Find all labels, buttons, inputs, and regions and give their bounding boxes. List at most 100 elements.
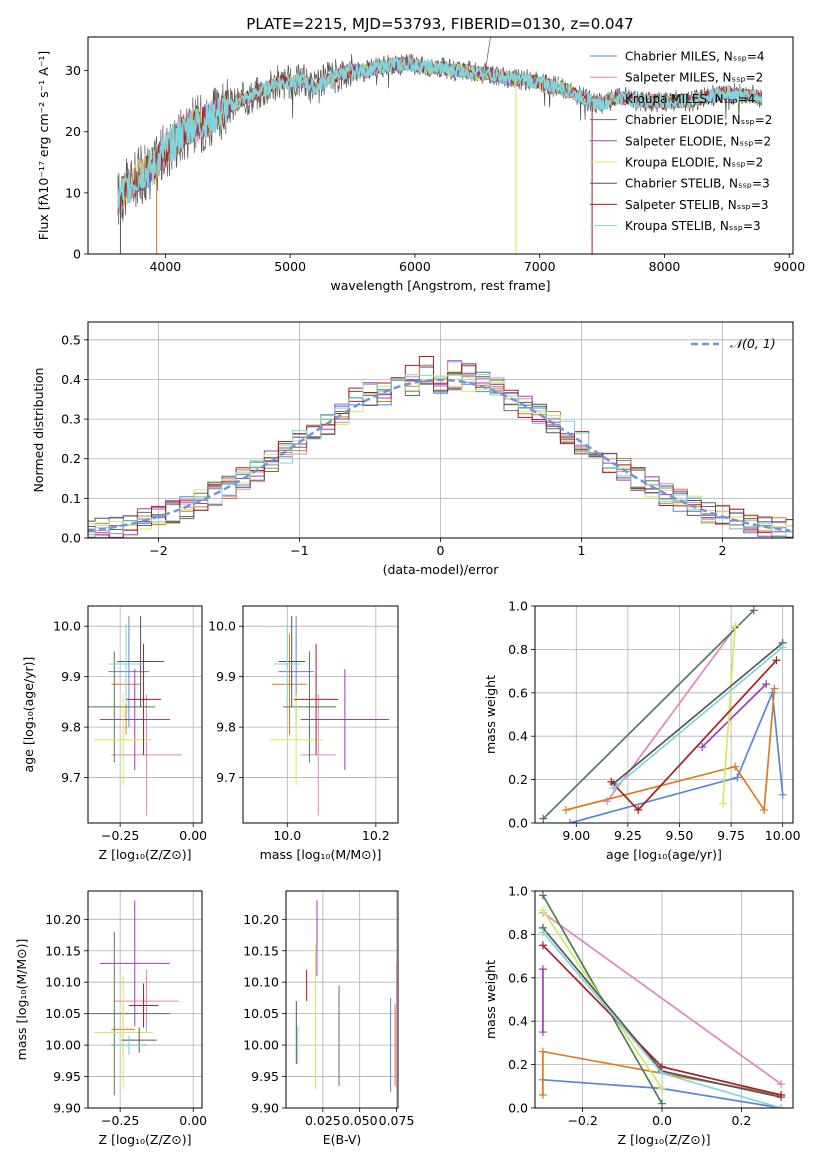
mass_weight_vs_age-panel: 9.00 9.25 9.50 9.75 10.00 0.0 0.2 0.4 0.6 0.8 1.0 a… — [483, 599, 801, 863]
weight-marker-salpeter_miles — [777, 1080, 786, 1089]
y-tick-label: 1.0 — [508, 599, 528, 614]
age_vs_mass-frame — [242, 605, 399, 824]
y-tick-label: 0.0 — [508, 816, 528, 831]
y-tick-label: 20 — [65, 124, 81, 139]
residuals-plot-area — [88, 356, 793, 538]
x-tick-label: −0.25 — [101, 1113, 139, 1128]
y-tick-label: 10.20 — [45, 912, 81, 927]
x-tick-label: 2 — [719, 543, 727, 558]
spectrum-line-kroupa_stelib — [117, 55, 763, 209]
y-tick-label: 0.4 — [508, 729, 528, 744]
mass_weight_vs_Z-panel: −0.2 0.0 0.2 0.0 0.2 0.4 0.6 0.8 1.0 Z [log₁₀(Z/Z… — [483, 884, 794, 1147]
weight-marker-kroupa_elodie — [538, 906, 547, 915]
weight-marker-kroupa_elodie — [658, 1084, 667, 1093]
y-tick-label: 9.7 — [61, 770, 81, 785]
mass_vs_EBV-x-axis-label: E(B-V) — [323, 1132, 362, 1147]
y-tick-label: 0.3 — [61, 412, 81, 427]
y-tick-label: 9.7 — [216, 770, 236, 785]
x-tick-label: 10.0 — [273, 828, 301, 843]
mass_weight_vs_age-y-axis-label: mass weight — [483, 675, 498, 754]
x-tick-label: 0.025 — [305, 1113, 341, 1128]
x-tick-label: 10.2 — [362, 828, 390, 843]
y-tick-label: 0.6 — [508, 685, 528, 700]
mass_weight_vs_Z-plot-area — [538, 891, 786, 1108]
histogram-salpeter_elodie — [88, 372, 793, 537]
mass_weight_vs_Z-x-axis-label: Z [log₁₀(Z/Z⊙)] — [618, 1132, 711, 1147]
x-tick-label: 9.50 — [666, 828, 694, 843]
y-tick-label: 0.0 — [508, 1101, 528, 1116]
y-tick-label: 9.90 — [53, 1101, 81, 1116]
legend-label-salpeter_stelib: Salpeter STELIB, Nₛₛₚ=3 — [625, 198, 769, 212]
y-tick-label: 10.00 — [243, 1038, 279, 1053]
x-tick-label: 9.25 — [614, 828, 642, 843]
histogram-chabrier_elodie — [88, 371, 793, 538]
y-tick-label: 10.00 — [45, 1038, 81, 1053]
y-tick-label: 1.0 — [508, 884, 528, 899]
weight-marker-kroupa_miles — [731, 762, 740, 771]
age_vs_Z-x-axis-label: Z [log₁₀(Z/Z⊙)] — [99, 847, 192, 862]
x-tick-label: −1 — [290, 543, 308, 558]
y-tick-label: 9.8 — [216, 720, 236, 735]
y-tick-label: 30 — [65, 63, 81, 78]
x-tick-label: −0.2 — [567, 1113, 597, 1128]
x-tick-label: 0.0 — [652, 1113, 672, 1128]
weight-marker-chabrier_miles — [566, 819, 575, 823]
residuals-frame — [87, 321, 794, 539]
x-tick-label: 0 — [437, 543, 445, 558]
age_vs_Z-plot-area — [88, 616, 182, 816]
y-tick-label: 9.90 — [251, 1101, 279, 1116]
mass_vs_EBV-plot-area — [295, 900, 398, 1093]
weight-marker-kroupa_stelib — [778, 643, 787, 652]
x-tick-label: 1 — [578, 543, 586, 558]
legend-label-chabrier_elodie: Chabrier ELODIE, Nₛₛₚ=2 — [625, 113, 772, 127]
age_vs_mass-plot-area — [269, 616, 390, 816]
figure-title: PLATE=2215, MJD=53793, FIBERID=0130, z=0… — [246, 15, 633, 33]
y-tick-label: 0.4 — [508, 1014, 528, 1029]
weight-marker-kroupa_miles — [538, 1047, 547, 1056]
mass_vs_Z-plot-area — [88, 900, 179, 1096]
x-tick-label: 10.00 — [765, 828, 801, 843]
mass_weight_vs_Z-y-axis-label: mass weight — [483, 960, 498, 1039]
x-tick-label: 6000 — [399, 259, 431, 274]
mass_vs_Z-frame — [87, 890, 203, 1109]
y-tick-label: 9.9 — [216, 669, 236, 684]
weight-marker-kroupa_elodie — [718, 799, 727, 808]
weight-line-salpeter_miles — [542, 912, 782, 1085]
mass_vs_Z-y-axis-label: mass [log₁₀(M/M⊙)] — [14, 939, 29, 1061]
x-tick-label: 9.75 — [717, 828, 745, 843]
weight-line-kroupa_stelib — [612, 646, 784, 789]
weight-marker-chabrier_elodie — [538, 891, 547, 900]
spectrum-plot-area — [117, 37, 763, 254]
legend-label-kroupa_elodie: Kroupa ELODIE, Nₛₛₚ=2 — [625, 156, 763, 170]
y-tick-label: 0.2 — [61, 451, 81, 466]
age_vs_Z-frame — [87, 605, 203, 824]
weight-line-kroupa_miles — [565, 688, 776, 813]
mass_vs_EBV-frame — [285, 890, 399, 1109]
weight-marker-chabrier_elodie — [749, 606, 758, 615]
x-tick-label: 9000 — [773, 259, 805, 274]
age_vs_Z-y-axis-label: age [log₁₀(age/yr)] — [21, 657, 36, 773]
mass_weight_vs_age-x-axis-label: age [log₁₀(age/yr)] — [606, 847, 722, 862]
weight-marker-kroupa_stelib — [609, 784, 618, 793]
weight-marker-salpeter_stelib — [634, 805, 643, 814]
weight-marker-salpeter_stelib — [607, 777, 616, 786]
spectrum-emission-line — [484, 37, 491, 74]
legend-label-chabrier_miles: Chabrier MILES, Nₛₛₚ=4 — [625, 50, 765, 64]
weight-marker-chabrier_miles — [778, 790, 787, 799]
legend-label-chabrier_stelib: Chabrier STELIB, Nₛₛₚ=3 — [625, 177, 770, 191]
spectrum-frame — [87, 36, 794, 255]
mass_weight_vs_age-plot-area — [539, 606, 787, 823]
weight-marker-salpeter_stelib — [777, 1090, 786, 1099]
mass_vs_Z-panel: −0.25 0.00 9.90 9.95 10.00 10.05 10.10 10.15 10.… — [14, 890, 207, 1147]
y-tick-label: 10.05 — [45, 1006, 81, 1021]
weight-marker-kroupa_miles — [538, 1090, 547, 1099]
y-tick-label: 9.95 — [251, 1069, 279, 1084]
weight-marker-kroupa_stelib — [777, 1104, 786, 1108]
x-tick-label: 9.00 — [562, 828, 590, 843]
y-tick-label: 0.1 — [61, 491, 81, 506]
mass_vs_Z-x-axis-label: Z [log₁₀(Z/Z⊙)] — [99, 1132, 192, 1147]
weight-marker-salpeter_elodie — [538, 965, 547, 974]
x-tick-label: −2 — [149, 543, 167, 558]
histogram-salpeter_stelib — [88, 356, 793, 538]
x-tick-label: −0.25 — [101, 828, 139, 843]
